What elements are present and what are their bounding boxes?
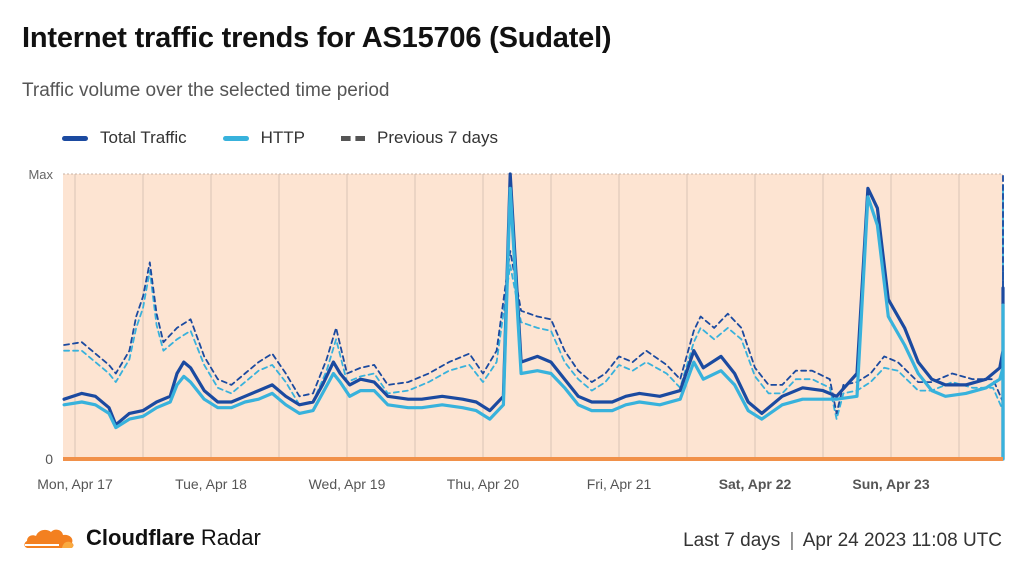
legend-item-total-traffic[interactable]: Total Traffic <box>62 128 187 148</box>
legend-item-previous[interactable]: Previous 7 days <box>341 128 498 148</box>
y-tick-label-min: 0 <box>45 451 53 467</box>
legend-swatch-total <box>62 135 88 141</box>
x-tick-label: Thu, Apr 20 <box>447 476 520 492</box>
x-tick-label: Wed, Apr 19 <box>309 476 386 492</box>
plot-background <box>63 174 1003 459</box>
legend-item-http[interactable]: HTTP <box>222 128 306 148</box>
brand-name: Cloudflare Radar <box>86 525 261 550</box>
period-label: Last 7 days <box>683 530 781 551</box>
x-tick-label: Sat, Apr 22 <box>719 476 792 492</box>
cloudflare-cloud-icon <box>24 529 74 548</box>
timestamp-label: Apr 24 2023 11:08 UTC <box>802 530 1002 551</box>
legend-label-http: HTTP <box>260 128 306 147</box>
legend-label-total: Total Traffic <box>100 128 187 147</box>
time-range-info: Last 7 days | Apr 24 2023 11:08 UTC <box>683 530 1002 552</box>
page-subtitle: Traffic volume over the selected time pe… <box>22 80 390 101</box>
series-line-total-traffic <box>62 172 1005 461</box>
separator: | <box>789 530 795 551</box>
y-tick-label-max: Max <box>28 167 53 182</box>
page-title: Internet traffic trends for AS15706 (Sud… <box>22 22 612 54</box>
legend-swatch-previous <box>341 135 366 141</box>
legend-label-previous: Previous 7 days <box>377 128 498 147</box>
x-tick-label: Fri, Apr 21 <box>587 476 652 492</box>
legend-swatch-http <box>222 135 249 141</box>
traffic-chart: 0 Max Mon, Apr 17 Tue, Apr 18 Wed, Apr 19 Thu… <box>28 167 1005 492</box>
cloudflare-radar-logo: Cloudflare Radar <box>22 524 261 552</box>
x-tick-label: Tue, Apr 18 <box>175 476 247 492</box>
x-tick-label: Sun, Apr 23 <box>852 476 929 492</box>
chart-legend: Total Traffic HTTP Previous 7 days <box>62 128 534 148</box>
series-line-http <box>62 186 1005 461</box>
x-tick-label: Mon, Apr 17 <box>37 476 113 492</box>
